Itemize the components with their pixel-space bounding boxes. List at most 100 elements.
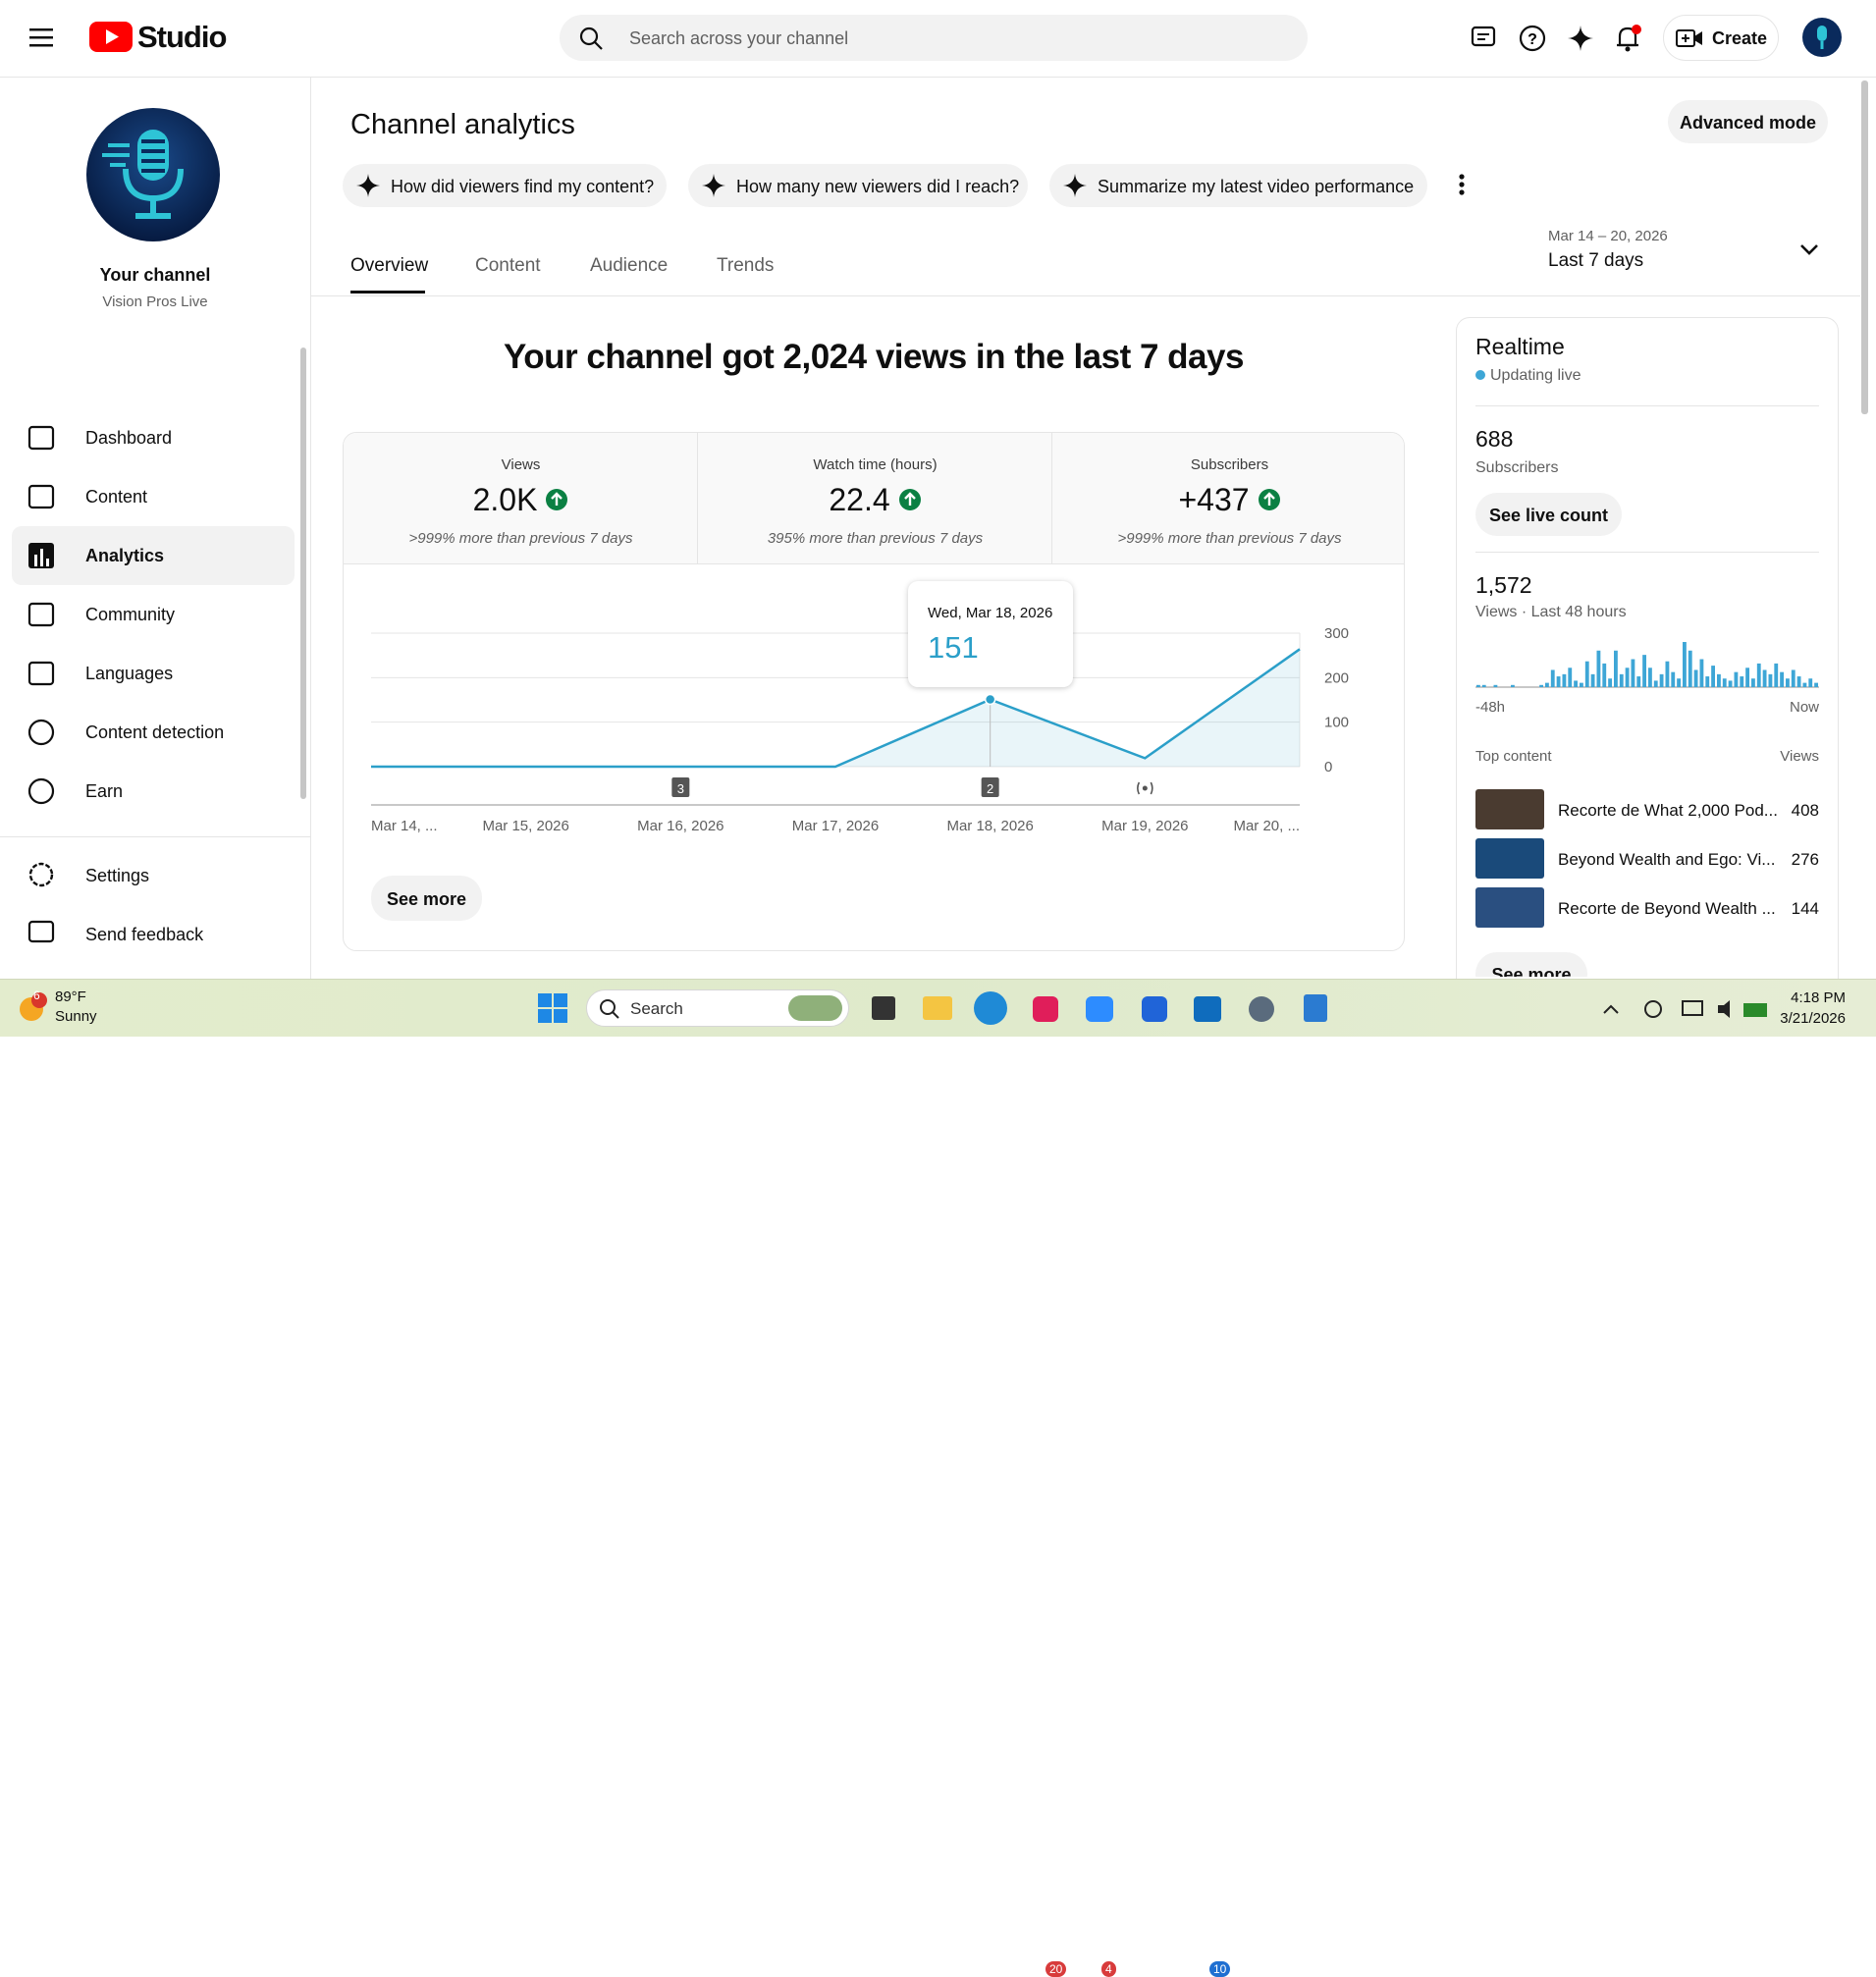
realtime-bar [1774, 663, 1779, 687]
help-icon[interactable]: ? [1519, 25, 1546, 52]
svg-text:?: ? [1528, 31, 1537, 48]
suggestion-chip[interactable]: Summarize my latest video performance [1049, 164, 1427, 207]
realtime-bar [1602, 663, 1607, 687]
metric-tile[interactable]: Views 2.0K >999% more than previous 7 days [344, 433, 698, 564]
metric-value: 22.4 [829, 482, 890, 517]
search-icon [600, 999, 619, 1019]
video-title[interactable]: Recorte de What 2,000 Pod... [1558, 801, 1778, 820]
see-more-label: See more [386, 889, 467, 909]
taskbar-search-label: Search [630, 999, 683, 1018]
start-button[interactable] [538, 993, 567, 1023]
menu-icon[interactable] [29, 26, 57, 49]
app-badge: 10 [1209, 1961, 1231, 1977]
nav-label: Settings [85, 866, 150, 885]
nav-label: Send feedback [85, 925, 204, 944]
tab[interactable]: Trends [717, 255, 775, 276]
channel-avatar[interactable] [86, 108, 220, 241]
search-box[interactable]: Search across your channel [560, 15, 1308, 61]
tab[interactable]: Content [475, 255, 541, 276]
realtime-bar [1688, 650, 1692, 687]
suggestion-chip[interactable]: How many new viewers did I reach? [688, 164, 1028, 207]
x-tick-label: Mar 20, ... [1233, 818, 1300, 834]
metric-label: Views [501, 456, 541, 473]
nav-item[interactable]: Earn [12, 762, 295, 821]
nav-icon [27, 425, 55, 451]
sparkle-icon [1063, 174, 1087, 197]
footer-nav-item[interactable]: Settings [12, 846, 295, 905]
nav-item[interactable]: Content detection [12, 703, 295, 762]
app-zoom[interactable] [1086, 996, 1113, 1022]
app-task-view[interactable] [872, 996, 895, 1020]
app-slack[interactable] [1033, 996, 1058, 1022]
video-thumbnail[interactable] [1475, 789, 1544, 829]
metric-tile[interactable]: Watch time (hours) 22.4 395% more than pre… [698, 433, 1052, 564]
nav-label: Community [85, 605, 176, 624]
trend-up-icon [898, 489, 921, 510]
app-notepad[interactable] [1304, 994, 1327, 1022]
ai-icon[interactable] [1567, 25, 1594, 52]
logo-text[interactable]: Studio [137, 20, 227, 54]
realtime-bar [1648, 668, 1652, 687]
realtime-bar [1756, 663, 1761, 687]
weather-icon[interactable] [16, 991, 49, 1025]
video-thumbnail[interactable] [1475, 887, 1544, 928]
create-button[interactable]: Create [1663, 15, 1779, 61]
video-title[interactable]: Beyond Wealth and Ego: Vi... [1558, 850, 1776, 869]
clock-date: 3/21/2026 [1780, 1010, 1846, 1027]
app-outlook[interactable] [1194, 996, 1221, 1022]
realtime-bar [1699, 659, 1704, 687]
realtime-bar [1493, 684, 1498, 687]
realtime-bar [1625, 668, 1630, 687]
suggestion-chip[interactable]: How did viewers find my content? [343, 164, 667, 207]
realtime-bar [1802, 682, 1807, 687]
period-dropdown[interactable] [1798, 241, 1820, 257]
app-explorer[interactable] [923, 996, 952, 1020]
realtime-bar [1574, 680, 1578, 687]
realtime-bar [1653, 680, 1658, 687]
app-badge: 20 [1045, 1961, 1067, 1977]
notifications-icon[interactable] [1614, 24, 1643, 53]
realtime-see-more-button[interactable]: See more [1475, 952, 1587, 977]
footer-nav-item[interactable]: Send feedback [12, 905, 295, 964]
views-label: Views · Last 48 hours [1475, 604, 1627, 620]
nav-item[interactable]: Languages [12, 644, 295, 703]
icon-shape [702, 174, 725, 197]
logo-icon[interactable] [89, 22, 133, 52]
app-settings-blue[interactable] [1142, 996, 1167, 1022]
nav-item[interactable]: Dashboard [12, 408, 295, 467]
more-icon[interactable] [1453, 173, 1471, 198]
see-more-button[interactable]: See more [371, 876, 482, 921]
realtime-bar [1659, 673, 1664, 687]
nav-item[interactable]: Community [12, 585, 295, 644]
date-range[interactable]: Mar 14 – 20, 2026 [1548, 228, 1668, 244]
video-thumbnail[interactable] [1475, 838, 1544, 879]
tray-icons[interactable] [1600, 995, 1777, 1023]
account-avatar[interactable] [1802, 18, 1842, 57]
video-title[interactable]: Recorte de Beyond Wealth ... [1558, 899, 1776, 918]
advanced-mode-button[interactable]: Advanced mode [1668, 100, 1828, 143]
icon-shape [27, 661, 55, 686]
tab[interactable]: Overview [350, 255, 429, 276]
create-label: Create [1712, 28, 1768, 48]
realtime-bar [1780, 671, 1784, 687]
realtime-bar [1580, 682, 1583, 687]
app-edge[interactable] [974, 991, 1007, 1025]
realtime-bar [1740, 676, 1744, 687]
live-count-button[interactable]: See live count [1475, 493, 1622, 536]
advanced-mode-label: Advanced mode [1679, 113, 1817, 133]
taskbar-search[interactable]: Search [586, 989, 849, 1027]
app-settings[interactable] [1249, 996, 1274, 1022]
nav-item[interactable]: Analytics [12, 526, 295, 585]
realtime-bar [1786, 678, 1790, 687]
nav-item[interactable]: Content [12, 467, 295, 526]
metric-tile[interactable]: Subscribers +437 >999% more than previous … [1052, 433, 1404, 564]
realtime-see-more-label: See more [1491, 965, 1572, 977]
trend-up-icon [1258, 489, 1280, 510]
period[interactable]: Last 7 days [1548, 250, 1644, 271]
tab[interactable]: Audience [590, 255, 669, 276]
icon-shape [28, 862, 54, 887]
views-column: Views [1780, 748, 1819, 765]
feedback-icon[interactable] [1471, 25, 1498, 52]
realtime-bar [1791, 669, 1796, 687]
metric-change: 395% more than previous 7 days [767, 530, 984, 547]
